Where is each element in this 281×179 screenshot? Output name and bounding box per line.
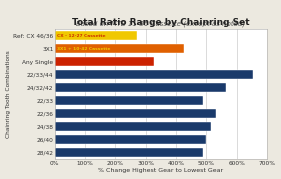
Bar (55, 109, 216, 118)
Text: CX - 12-27 Cassette: CX - 12-27 Cassette (57, 34, 106, 38)
X-axis label: % Change Highest Gear to Lowest Gear: % Change Highest Gear to Lowest Gear (98, 168, 223, 173)
Bar (55, 83, 226, 92)
Bar (55, 135, 206, 144)
Bar (55, 122, 211, 131)
Bar (55, 70, 253, 79)
Text: 3X1 + 10-42 Cassette: 3X1 + 10-42 Cassette (57, 47, 111, 51)
Text: Based on MTB 11-36 Cassette (except as noted): Based on MTB 11-36 Cassette (except as n… (76, 20, 246, 27)
Bar (55, 148, 203, 157)
Bar (55, 96, 203, 105)
Bar (55, 44, 184, 53)
Bar (55, 57, 154, 66)
Bar (55, 31, 137, 40)
Y-axis label: Chainring Tooth Combinations: Chainring Tooth Combinations (6, 50, 11, 138)
Title: Total Ratio Range by Chainring Set: Total Ratio Range by Chainring Set (72, 18, 250, 27)
